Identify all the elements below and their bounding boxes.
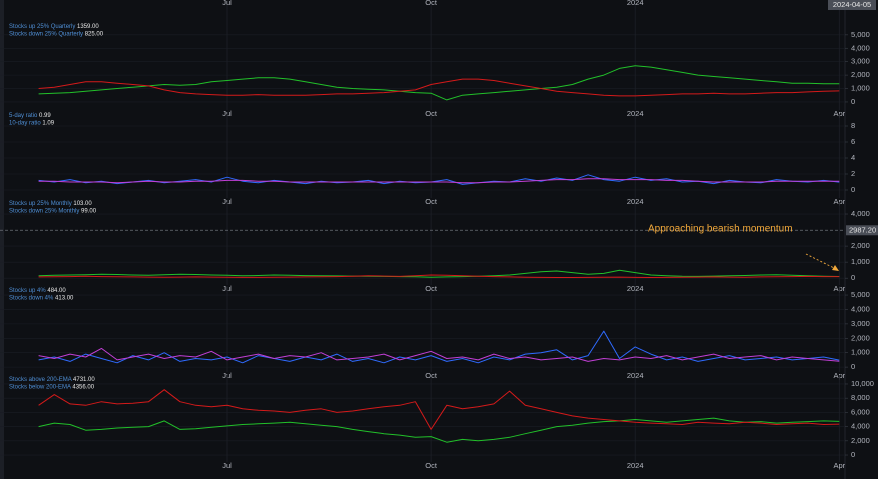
x-tick-label: Oct	[425, 461, 438, 470]
y-tick-label: 0	[851, 450, 855, 459]
legend-entry: 5-day ratio 0.99	[9, 113, 51, 119]
x-tick-label: 2024	[627, 461, 644, 470]
series-line	[38, 274, 840, 278]
legend-name: 5-day ratio	[9, 113, 38, 119]
left-edge	[0, 0, 4, 479]
legend-entry: Stocks up 25% Monthly 103.00	[9, 201, 92, 207]
annotation-arrowhead	[832, 265, 839, 271]
x-tick-label: Oct	[425, 109, 438, 118]
y-tick-label: 2,000	[851, 333, 870, 342]
legend-entry: Stocks above 200-EMA 4731.00	[9, 377, 95, 383]
legend-entry: Stocks down 25% Quarterly 825.00	[9, 31, 104, 37]
y-tick-label: 6,000	[851, 407, 870, 416]
y-tick-label: 3,000	[851, 319, 870, 328]
legend-value: 4731.00	[73, 377, 95, 383]
legend-value: 825.00	[85, 31, 104, 37]
cursor-date: 2024-04-05	[833, 0, 871, 9]
y-tick-label: 4,000	[851, 422, 870, 431]
legend-entry: Stocks below 200-EMA 4356.00	[9, 384, 95, 390]
legend-value: 4356.00	[72, 384, 94, 390]
legend-name: Stocks up 4%	[9, 288, 46, 294]
legend-name: Stocks below 200-EMA	[9, 384, 71, 390]
x-tick-label: Jul	[222, 197, 232, 206]
legend-value: 484.00	[47, 288, 66, 294]
x-tick-label: 2024	[627, 197, 644, 206]
legend-name: Stocks down 4%	[9, 295, 54, 301]
legend-entry: Stocks up 4% 484.00	[9, 288, 66, 294]
x-tick-label: 2024	[627, 109, 644, 118]
x-tick-label: Oct	[425, 0, 438, 7]
series-line	[38, 65, 840, 101]
series-line	[38, 78, 840, 97]
series-line	[38, 178, 840, 184]
series-line	[38, 389, 840, 430]
x-tick-label: 2024	[627, 0, 644, 7]
legend-name: 10-day ratio	[9, 120, 41, 126]
price-line-box	[846, 225, 878, 236]
y-tick-label: 10,000	[851, 379, 874, 388]
legend-value: 103.00	[73, 201, 92, 207]
series-line	[38, 347, 840, 362]
x-tick-label: Jul	[222, 0, 232, 7]
y-tick-label: 2,000	[851, 241, 870, 250]
x-tick-label: Apr	[833, 109, 845, 118]
x-tick-label: Apr	[833, 461, 845, 470]
legend-entry: 10-day ratio 1.09	[9, 120, 55, 126]
legend-value: 1359.00	[77, 24, 99, 30]
x-tick-label: Oct	[425, 371, 438, 380]
y-tick-label: 1,000	[851, 257, 870, 266]
legend-value: 1.09	[42, 120, 54, 126]
y-tick-label: 2,000	[851, 70, 870, 79]
legend-entry: Stocks up 25% Quarterly 1359.00	[9, 24, 99, 30]
x-tick-label: Oct	[425, 284, 438, 293]
y-tick-label: 8	[851, 121, 855, 130]
y-tick-label: 1,000	[851, 84, 870, 93]
legend-value: 99.00	[81, 208, 97, 214]
y-tick-label: 0	[851, 185, 855, 194]
series-line	[38, 417, 840, 443]
legend-value: 413.00	[55, 295, 74, 301]
y-tick-label: 5,000	[851, 30, 870, 39]
legend-name: Stocks up 25% Monthly	[9, 201, 72, 207]
y-tick-label: 0	[851, 97, 855, 106]
y-tick-label: 1,000	[851, 348, 870, 357]
y-tick-label: 8,000	[851, 393, 870, 402]
cursor-date-box	[828, 0, 876, 10]
legend-entry: Stocks down 25% Monthly 99.00	[9, 208, 97, 214]
y-tick-label: 4,000	[851, 304, 870, 313]
legend-name: Stocks above 200-EMA	[9, 377, 72, 383]
annotation: Approaching bearish momentum	[648, 224, 793, 235]
x-tick-label: Jul	[222, 461, 232, 470]
y-tick-label: 4,000	[851, 43, 870, 52]
legend-name: Stocks down 25% Quarterly	[9, 31, 83, 37]
price-line-label: 2987.20	[849, 225, 876, 234]
x-tick-label: Oct	[425, 197, 438, 206]
legend-name: Stocks down 25% Monthly	[9, 208, 79, 214]
y-tick-label: 0	[851, 362, 855, 371]
y-tick-label: 2	[851, 169, 855, 178]
x-tick-label: Jul	[222, 109, 232, 118]
y-tick-label: 6	[851, 137, 855, 146]
legend-value: 0.99	[39, 113, 51, 119]
series-line	[38, 269, 840, 278]
annotation-arrow	[805, 253, 837, 270]
legend-entry: Stocks down 4% 413.00	[9, 295, 74, 301]
x-tick-label: Apr	[833, 197, 845, 206]
y-tick-label: 3,000	[851, 57, 870, 66]
y-tick-label: 2,000	[851, 436, 870, 445]
y-tick-label: 4,000	[851, 209, 870, 218]
legend-name: Stocks up 25% Quarterly	[9, 24, 75, 30]
y-tick-label: 4	[851, 153, 855, 162]
y-tick-label: 5,000	[851, 290, 870, 299]
y-tick-label: 0	[851, 273, 855, 282]
